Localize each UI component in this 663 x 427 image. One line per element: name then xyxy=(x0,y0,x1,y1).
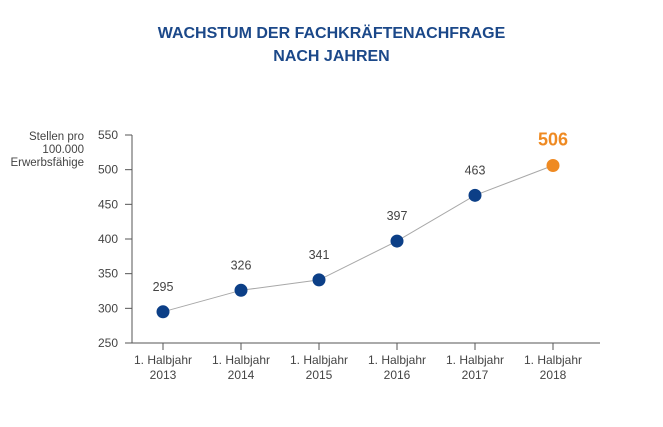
x-tick-label: 1. Halbjahr xyxy=(446,353,504,367)
y-axis-label: Erwerbsfähige xyxy=(10,157,84,169)
x-tick-label: 2015 xyxy=(306,368,333,382)
y-tick-label: 450 xyxy=(98,197,118,211)
x-tick-label: 1. Halbjahr xyxy=(134,353,192,367)
data-label: 326 xyxy=(231,258,252,272)
y-tick-label: 400 xyxy=(98,232,118,246)
y-tick-label: 500 xyxy=(98,163,118,177)
highlight-point xyxy=(546,159,560,173)
x-tick-label: 2014 xyxy=(228,368,255,382)
x-tick-label: 2017 xyxy=(462,368,489,382)
data-label: 506 xyxy=(538,130,568,150)
data-point xyxy=(312,273,326,287)
chart-title: WACHSTUM DER FACHKRÄFTENACHFRAGE NACH JA… xyxy=(0,22,663,68)
y-axis-label: Stellen pro xyxy=(29,131,84,143)
y-tick-label: 250 xyxy=(98,336,118,350)
series-line xyxy=(162,165,554,313)
x-tick-label: 2013 xyxy=(150,368,177,382)
data-point xyxy=(234,283,248,297)
data-label: 463 xyxy=(465,163,486,177)
data-label: 295 xyxy=(153,280,174,294)
title-line-2: NACH JAHREN xyxy=(273,48,390,65)
x-tick-label: 1. Halbjahr xyxy=(212,353,270,367)
data-point xyxy=(156,305,170,319)
x-tick-label: 1. Halbjahr xyxy=(290,353,348,367)
data-label: 397 xyxy=(387,209,408,223)
x-tick-label: 2018 xyxy=(540,368,567,382)
y-tick-label: 550 xyxy=(98,128,118,142)
x-tick-label: 1. Halbjahr xyxy=(368,353,426,367)
x-tick-label: 2016 xyxy=(384,368,411,382)
x-tick-label: 1. Halbjahr xyxy=(524,353,582,367)
y-tick-label: 300 xyxy=(98,301,118,315)
data-point xyxy=(468,188,482,202)
y-axis-label: 100.000 xyxy=(42,144,84,156)
data-label: 341 xyxy=(309,248,330,262)
y-tick-label: 350 xyxy=(98,267,118,281)
title-line-1: WACHSTUM DER FACHKRÄFTENACHFRAGE xyxy=(157,25,506,42)
data-point xyxy=(390,234,404,248)
